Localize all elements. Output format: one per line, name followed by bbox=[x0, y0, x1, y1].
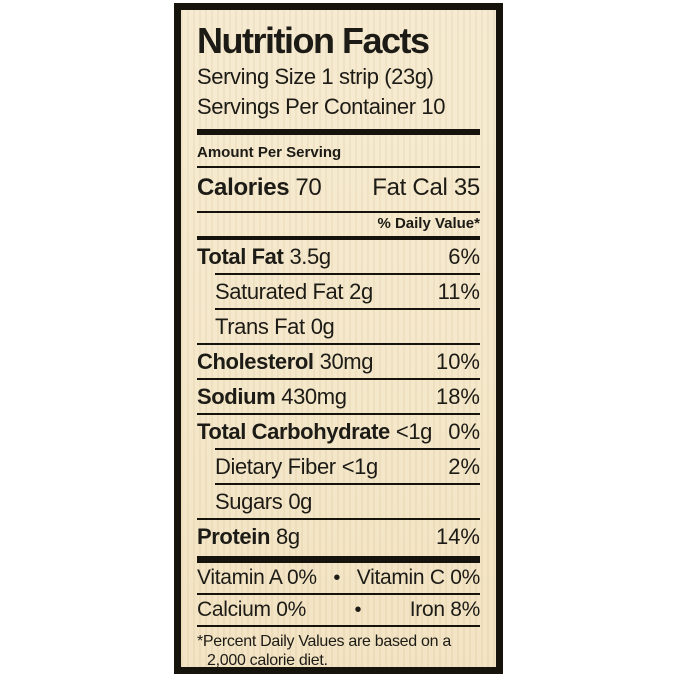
nutrient-row-sugars: Sugars 0g bbox=[197, 485, 480, 518]
fat-calories: Fat Cal 35 bbox=[372, 174, 480, 201]
divider-thin-indented bbox=[215, 483, 480, 485]
divider-thin-indented bbox=[215, 448, 480, 450]
label-title: Nutrition Facts bbox=[197, 20, 430, 61]
nutrient-name-amount: Dietary Fiber <1g bbox=[215, 454, 378, 479]
nutrient-name-amount: Trans Fat 0g bbox=[215, 314, 335, 339]
daily-value: 0% bbox=[448, 419, 480, 444]
divider-thin bbox=[197, 343, 480, 345]
calories-value: 70 bbox=[295, 174, 322, 201]
nutrient-name-amount: Sugars 0g bbox=[215, 489, 312, 514]
vitamin-c: Vitamin C 0% bbox=[356, 566, 481, 589]
divider-thin bbox=[197, 413, 480, 415]
nutrient-row-sodium: Sodium 430mg 18% bbox=[197, 380, 480, 413]
micronutrient-row-vitamins: Vitamin A 0% • Vitamin C 0% bbox=[197, 563, 480, 593]
nutrient-name-amount: Cholesterol 30mg bbox=[197, 349, 374, 374]
bullet-separator: • bbox=[354, 599, 362, 621]
nutrient-row-dietary-fiber: Dietary Fiber <1g 2% bbox=[197, 450, 480, 483]
nutrient-row-trans-fat: Trans Fat 0g bbox=[197, 310, 480, 343]
divider-thin bbox=[197, 378, 480, 380]
serving-size: Serving Size 1 strip (23g) bbox=[197, 64, 434, 89]
divider-thin bbox=[197, 166, 480, 168]
divider-thin bbox=[197, 625, 480, 627]
nutrient-name-amount: Total Fat 3.5g bbox=[197, 244, 331, 269]
divider-thick-bottom bbox=[197, 556, 480, 563]
nutrient-name-amount: Sodium 430mg bbox=[197, 384, 347, 409]
divider-thin bbox=[197, 211, 480, 213]
calcium: Calcium 0% bbox=[197, 598, 307, 621]
daily-value: 14% bbox=[435, 524, 480, 549]
label-content: Nutrition Facts Serving Size 1 strip (23… bbox=[181, 10, 496, 670]
daily-value: 10% bbox=[435, 349, 480, 374]
divider-thick-top bbox=[197, 129, 480, 135]
divider-medium bbox=[197, 236, 480, 240]
divider-thin-indented bbox=[215, 308, 480, 310]
bullet-separator: • bbox=[333, 567, 341, 589]
calories-label: Calories bbox=[197, 174, 290, 201]
nutrient-row-cholesterol: Cholesterol 30mg 10% bbox=[197, 345, 480, 378]
micronutrient-row-minerals: Calcium 0% • Iron 8% bbox=[197, 595, 480, 625]
servings-per-container: Servings Per Container 10 bbox=[197, 94, 446, 119]
daily-value: 11% bbox=[437, 279, 480, 304]
nutrient-name-amount: Protein 8g bbox=[197, 524, 300, 549]
divider-thin bbox=[197, 518, 480, 520]
nutrition-facts-label: Nutrition Facts Serving Size 1 strip (23… bbox=[174, 3, 503, 674]
footnote: *Percent Daily Values are based on a 2,0… bbox=[197, 632, 480, 670]
divider-thin bbox=[197, 593, 480, 595]
footnote-line-2: 2,000 calorie diet. bbox=[207, 652, 328, 669]
nutrient-row-total-carbohydrate: Total Carbohydrate <1g 0% bbox=[197, 415, 480, 448]
nutrient-row-saturated-fat: Saturated Fat 2g 11% bbox=[197, 275, 480, 308]
vitamin-a: Vitamin A 0% bbox=[197, 566, 317, 589]
nutrient-row-total-fat: Total Fat 3.5g 6% bbox=[197, 240, 480, 273]
footnote-line-1: *Percent Daily Values are based on a bbox=[197, 633, 451, 650]
amount-per-serving: Amount Per Serving bbox=[197, 144, 342, 161]
daily-value-header: % Daily Value* bbox=[377, 215, 480, 232]
nutrient-row-protein: Protein 8g 14% bbox=[197, 520, 480, 553]
daily-value: 6% bbox=[448, 244, 480, 269]
divider-thin-indented bbox=[215, 273, 480, 275]
calories-left: Calories 70 bbox=[197, 168, 322, 208]
daily-value: 2% bbox=[448, 454, 480, 479]
iron: Iron 8% bbox=[409, 598, 481, 621]
daily-value: 18% bbox=[435, 384, 480, 409]
nutrient-name-amount: Total Carbohydrate <1g bbox=[197, 419, 432, 444]
nutrient-name-amount: Saturated Fat 2g bbox=[215, 279, 373, 304]
calories-row: Calories 70 Fat Cal 35 bbox=[197, 168, 480, 208]
